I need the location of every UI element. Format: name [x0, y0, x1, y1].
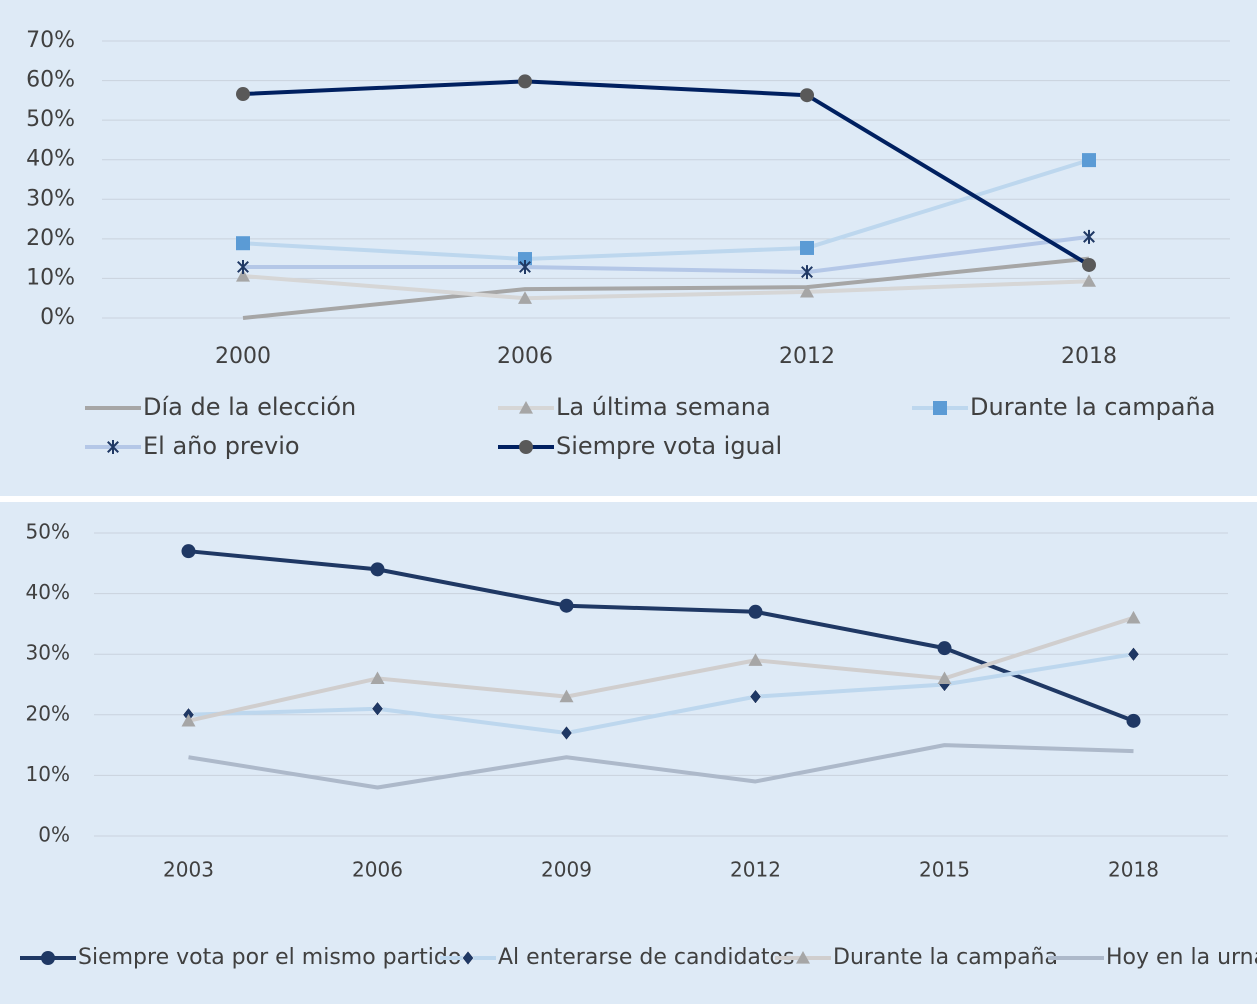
marker — [1126, 610, 1141, 624]
y-tick-label: 70% — [26, 28, 75, 53]
legend-marker — [41, 951, 55, 965]
marker — [181, 713, 196, 727]
marker — [1082, 153, 1096, 168]
legend-label: La última semana — [556, 393, 771, 421]
y-tick-label: 0% — [40, 305, 75, 330]
y-tick-label: 40% — [26, 147, 75, 172]
line — [188, 615, 1135, 723]
marker — [559, 598, 574, 613]
legend-marker — [107, 440, 119, 454]
y-tick-label: 30% — [26, 641, 70, 665]
line — [242, 256, 1090, 320]
line — [242, 158, 1090, 262]
y-tick-label: 10% — [26, 265, 75, 290]
line — [188, 743, 1134, 790]
legend-marker — [462, 950, 474, 966]
marker — [236, 269, 250, 282]
x-tick-label: 2015 — [919, 858, 970, 882]
legend-label: El año previo — [143, 432, 300, 460]
legend-marker — [796, 951, 810, 964]
marker — [937, 671, 952, 685]
x-tick-label: 2018 — [1108, 858, 1159, 882]
y-tick-label: 30% — [26, 186, 75, 211]
marker — [181, 544, 196, 559]
legend-marker — [519, 440, 533, 454]
line — [242, 274, 1090, 301]
marker — [559, 689, 574, 703]
x-tick-label: 2009 — [541, 858, 592, 882]
y-tick-label: 40% — [26, 580, 70, 604]
line — [188, 549, 1135, 723]
x-tick-label: 2012 — [779, 344, 835, 369]
x-tick-label: 2012 — [730, 858, 781, 882]
marker — [1083, 229, 1095, 244]
marker — [518, 291, 532, 304]
legend-label: Hoy en la urna — [1106, 945, 1257, 970]
x-tick-label: 2003 — [163, 858, 214, 882]
marker — [801, 265, 813, 280]
legend-marker — [519, 401, 533, 414]
marker — [370, 671, 385, 685]
panel-top — [0, 0, 1257, 496]
marker — [370, 562, 385, 577]
legend-marker — [933, 401, 947, 415]
marker — [371, 701, 384, 717]
y-tick-label: 60% — [26, 68, 75, 93]
marker — [237, 259, 249, 274]
y-tick-label: 20% — [26, 226, 75, 251]
x-tick-label: 2018 — [1061, 344, 1117, 369]
panel-bottom — [0, 502, 1257, 1004]
line — [188, 652, 1134, 735]
x-tick-label: 2006 — [497, 344, 553, 369]
marker — [749, 689, 762, 705]
marker — [560, 725, 573, 741]
marker — [800, 284, 814, 298]
marker — [518, 74, 532, 89]
legend-label: Siempre vota igual — [556, 432, 782, 460]
marker — [748, 604, 763, 619]
marker — [236, 236, 250, 251]
y-tick-label: 50% — [26, 520, 70, 544]
marker — [1082, 257, 1096, 272]
line — [243, 234, 1090, 275]
marker — [1082, 274, 1096, 287]
legend-label: Siempre vota por el mismo partido — [78, 945, 461, 970]
marker — [800, 240, 814, 255]
marker — [519, 259, 531, 274]
legend-label: Al enterarse de candidatos — [498, 945, 794, 970]
y-tick-label: 20% — [26, 701, 70, 725]
legend-label: Día de la elección — [143, 393, 356, 421]
legend-label: Durante la campaña — [970, 393, 1215, 421]
marker — [800, 88, 814, 103]
marker — [1127, 646, 1140, 662]
marker — [236, 87, 250, 102]
marker — [937, 641, 952, 656]
legend-label: Durante la campaña — [833, 945, 1058, 970]
x-tick-label: 2006 — [352, 858, 403, 882]
x-tick-label: 2000 — [215, 344, 271, 369]
marker — [1126, 713, 1141, 728]
line — [242, 79, 1091, 267]
marker — [748, 653, 763, 666]
y-tick-label: 0% — [38, 823, 70, 847]
y-tick-label: 10% — [26, 762, 70, 786]
y-tick-label: 50% — [26, 107, 75, 132]
